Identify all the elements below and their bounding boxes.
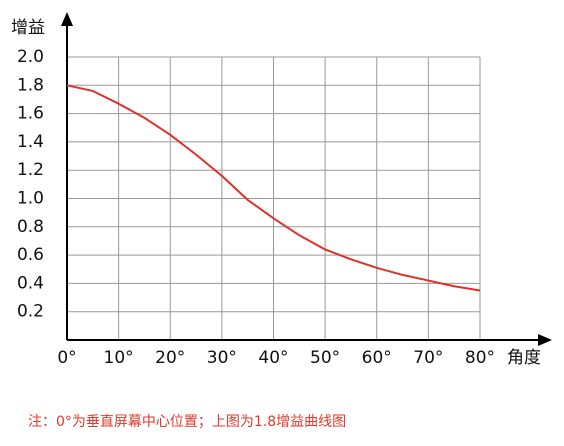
x-tick-label: 50° <box>310 348 340 368</box>
y-tick-label: 1.6 <box>17 104 44 124</box>
x-tick-label: 20° <box>155 348 185 368</box>
y-arrow <box>61 12 73 26</box>
x-tick-label: 0° <box>57 348 76 368</box>
y-tick-label: 0.8 <box>17 217 44 237</box>
x-tick-label: 30° <box>207 348 237 368</box>
y-tick-label: 0.2 <box>17 302 44 322</box>
x-tick-label: 70° <box>413 348 443 368</box>
note: 注：0°为垂直屏幕中心位置；上图为1.8增益曲线图 <box>28 413 346 430</box>
y-tick-label: 2.0 <box>17 47 44 67</box>
y-tick-label: 1.0 <box>17 189 44 209</box>
x-arrow <box>538 334 552 346</box>
x-tick-label: 40° <box>258 348 288 368</box>
x-tick-label: 60° <box>362 348 392 368</box>
grid <box>66 56 481 340</box>
x-tick-label: 80° <box>465 348 495 368</box>
y-axis-label: 增益 <box>11 18 45 38</box>
y-tick-label: 1.4 <box>17 132 44 152</box>
y-tick-label: 0.4 <box>17 273 44 293</box>
y-tick-label: 1.2 <box>17 160 44 180</box>
y-tick-label: 0.6 <box>17 245 44 265</box>
x-tick-label: 10° <box>104 348 134 368</box>
y-tick-label: 1.8 <box>17 75 44 95</box>
x-axis-label: 角度 <box>507 348 541 368</box>
curve <box>66 84 481 292</box>
